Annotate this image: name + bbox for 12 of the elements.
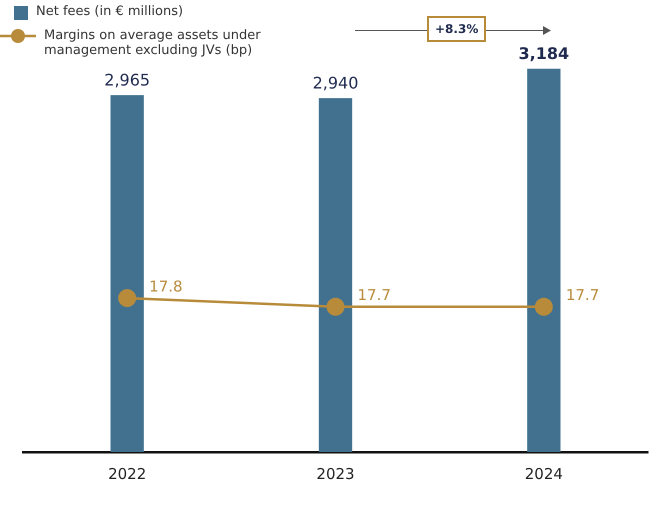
- data-label: 17.8: [149, 277, 183, 296]
- data-label: 17.7: [358, 286, 391, 304]
- data-label: 17.7: [566, 286, 600, 304]
- legend-label: Margins on average assets under management excluding JVs (bp): [44, 28, 262, 58]
- text: +8.3%: [427, 16, 486, 42]
- x-tick-label: 2022: [108, 464, 146, 483]
- x-tick-label: 2024: [524, 464, 563, 483]
- legend-label: Net fees (in € millions): [36, 4, 184, 19]
- data-label: 3,184: [518, 44, 570, 63]
- data-label: 2,940: [312, 73, 358, 92]
- data-label: 2,965: [104, 70, 150, 90]
- x-tick-label: 2023: [316, 464, 355, 483]
